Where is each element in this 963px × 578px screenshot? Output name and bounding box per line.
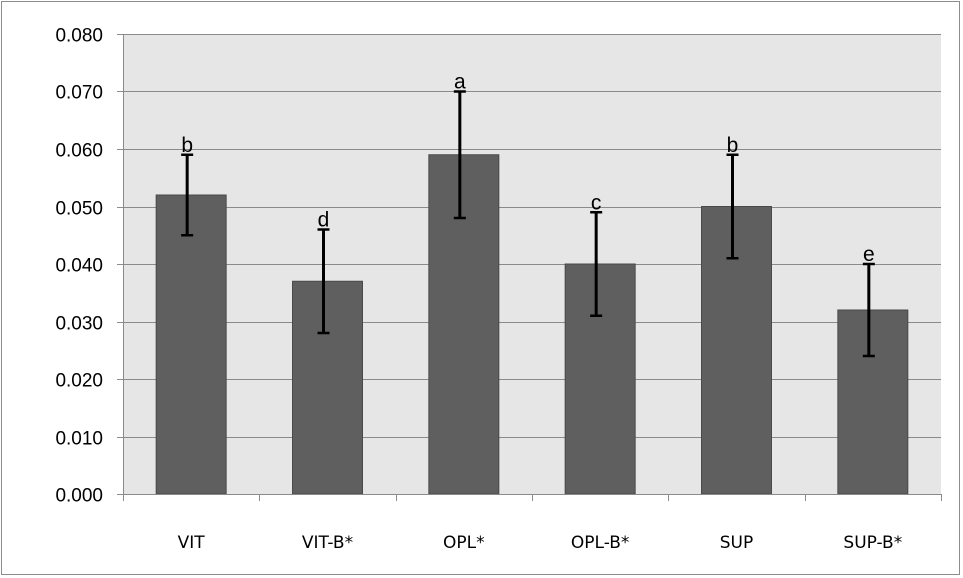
bar-vit: [155, 194, 227, 495]
x-axis-ticks: VIT VIT-B* OPL* OPL-B* SUP SUP-B*: [178, 533, 903, 553]
bar-vit-b: [292, 280, 363, 495]
y-tick-label: 0.030: [55, 314, 103, 335]
significance-letters: b d a c b e: [181, 71, 874, 267]
significance-letter: b: [727, 134, 739, 157]
axes: [123, 34, 942, 501]
bar-opl: [428, 154, 500, 495]
y-tick-label: 0.010: [55, 429, 103, 450]
bar-sup: [701, 206, 772, 495]
y-tick-label: 0.080: [55, 26, 103, 47]
gridlines: [123, 34, 941, 438]
x-tick-label: SUP: [720, 533, 754, 553]
x-tick-label: VIT-B*: [302, 533, 353, 553]
significance-letter: a: [454, 71, 466, 94]
bars: [155, 154, 909, 495]
x-tick-label: SUP-B*: [843, 533, 902, 553]
y-tick-label: 0.060: [55, 141, 103, 162]
y-tick-label: 0.070: [55, 83, 103, 104]
y-tick-label: 0.040: [55, 256, 103, 277]
bar-sup-b: [837, 309, 909, 495]
bar-opl-b: [564, 263, 636, 495]
significance-letter: d: [318, 209, 330, 232]
y-axis-ticks: 0.000 0.010 0.020 0.030 0.040 0.050 0.060 0.070…: [55, 26, 123, 507]
significance-letter: e: [863, 243, 875, 266]
y-tick-label: 0.050: [55, 199, 103, 220]
error-bars: [181, 90, 875, 358]
significance-letter: b: [181, 134, 193, 157]
x-tick-label: OPL*: [443, 533, 485, 553]
x-tick-label: OPL-B*: [571, 533, 630, 553]
x-tick-label: VIT: [178, 533, 206, 553]
y-tick-label: 0.020: [55, 371, 103, 392]
significance-letter: c: [591, 191, 602, 214]
y-tick-label: 0.000: [55, 486, 103, 507]
